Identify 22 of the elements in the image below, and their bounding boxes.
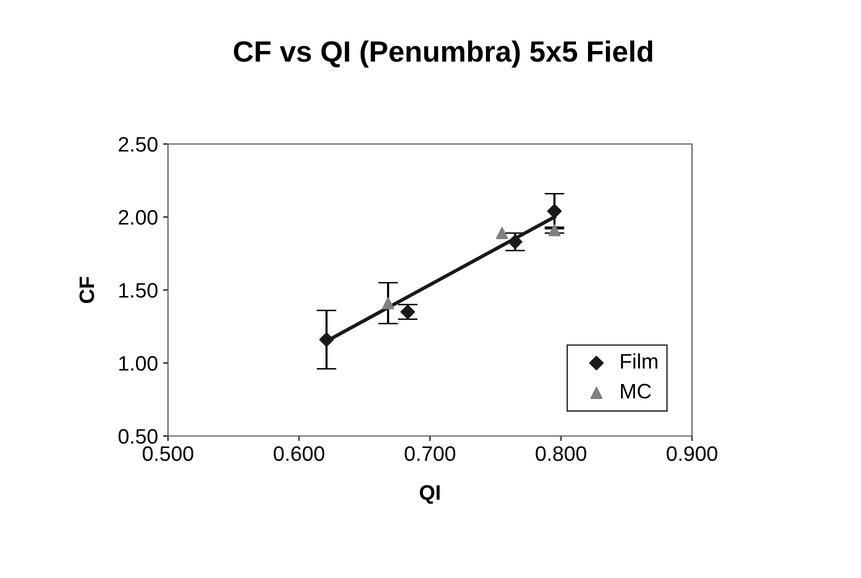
y-axis-title: CF: [79, 276, 94, 304]
point: [400, 304, 416, 320]
y-tick-label: 1.00: [119, 356, 158, 371]
y-tick-label: 0.50: [118, 429, 158, 444]
x-tick-label: 0.700: [404, 446, 456, 462]
y-tick-label: 2.00: [118, 210, 158, 225]
x-tick-label: 0.600: [274, 446, 324, 462]
x-tick-label: 0.500: [142, 446, 194, 462]
x-axis-title: QI: [420, 485, 440, 504]
point: [496, 226, 508, 240]
point: [319, 332, 334, 347]
x-tick-label: 0.800: [536, 446, 586, 462]
legend-label: Film: [621, 353, 658, 369]
point: [547, 204, 562, 218]
point: [382, 297, 394, 310]
y-tick-label: 1.50: [119, 283, 158, 298]
x-tick-label: 0.900: [666, 446, 718, 462]
chart-title: CF vs QI (Penumbra) 5x5 Field: [234, 40, 652, 68]
point: [508, 234, 522, 250]
y-tick-label: 2.50: [118, 137, 158, 152]
point: [548, 224, 561, 236]
legend-label: MC: [621, 384, 651, 399]
